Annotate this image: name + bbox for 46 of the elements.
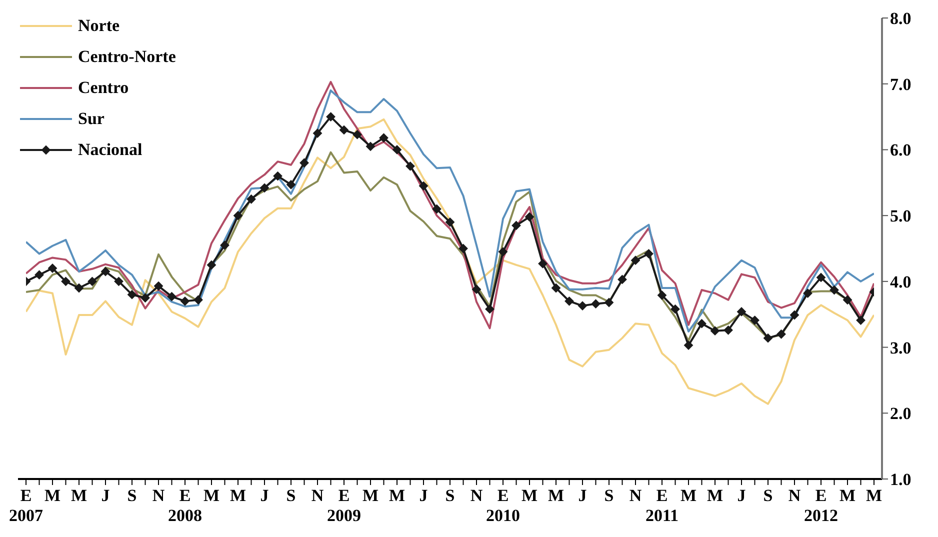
x-tick-label: E 2010 (486, 486, 520, 525)
x-tick-label: J (419, 486, 428, 505)
x-tick-label: S (604, 486, 614, 505)
y-tick-label: 8.0 (890, 9, 912, 28)
x-tick-label: E 2012 (804, 486, 838, 525)
x-tick-label: M (230, 486, 246, 505)
y-tick-label: 5.0 (890, 206, 912, 226)
legend-label: Centro (78, 77, 129, 99)
x-tick-label: J (101, 486, 110, 505)
legend-label: Norte (78, 15, 120, 37)
x-tick-label: E 2007 (9, 486, 44, 525)
x-tick-label: J (578, 486, 588, 505)
x-tick-label: E 2011 (645, 486, 679, 525)
legend-label: Centro-Norte (78, 46, 176, 68)
x-tick-label: M (44, 486, 61, 505)
legend-label: Nacional (78, 139, 142, 161)
y-tick-label: 7.0 (890, 74, 912, 94)
x-tick-label: M (203, 486, 220, 505)
x-tick-label: M (680, 486, 697, 505)
x-tick-label: N (629, 486, 642, 505)
x-tick-label: N (788, 486, 802, 505)
y-tick-label: 4.0 (890, 272, 912, 292)
x-tick-label: S (445, 486, 455, 505)
x-tick-label: N (470, 486, 484, 505)
legend-label: Sur (78, 108, 104, 130)
y-tick-label: 3.0 (890, 338, 912, 358)
x-tick-label: M (521, 486, 538, 505)
x-tick-label: E 2008 (168, 486, 202, 525)
y-tick-label: 2.0 (890, 404, 912, 424)
x-tick-label: S (286, 486, 296, 505)
x-tick-label: M (362, 486, 379, 505)
x-tick-label: M (70, 486, 88, 505)
x-tick-label: M (839, 486, 856, 505)
x-tick-label: J (737, 486, 746, 505)
x-tick-label: M (548, 486, 564, 505)
x-tick-label: N (152, 486, 166, 505)
y-tick-label: 1.0 (890, 470, 912, 490)
x-tick-label: N (311, 486, 324, 505)
x-tick-label: M (388, 486, 406, 505)
y-tick-label: 6.0 (890, 140, 912, 160)
x-tick-label: M (866, 486, 882, 505)
x-tick-label: J (260, 486, 270, 505)
x-tick-label: S (127, 486, 137, 505)
x-tick-label: S (763, 486, 773, 505)
x-tick-label: M (706, 486, 724, 505)
x-tick-label: E 2009 (327, 486, 361, 525)
